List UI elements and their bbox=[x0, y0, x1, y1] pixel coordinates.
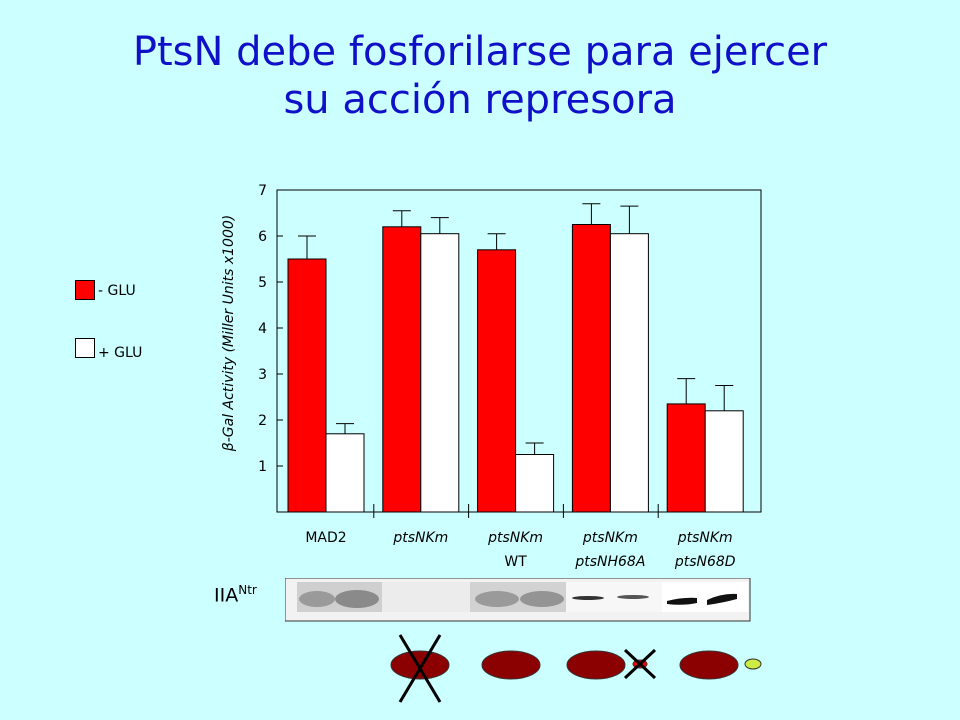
blot-label: IIANtr bbox=[214, 583, 257, 606]
bar-plus-2 bbox=[515, 454, 555, 513]
category-sublabel: ptsN68D bbox=[674, 554, 736, 570]
legend-swatch-plus-glu bbox=[75, 338, 95, 358]
protein-1 bbox=[390, 650, 450, 680]
category-label: MAD2 bbox=[305, 530, 346, 546]
category-label: ptsNKm bbox=[677, 530, 733, 546]
bar-plus-4 bbox=[704, 410, 744, 513]
y-tick-label: 5 bbox=[258, 275, 267, 291]
bar-plus-3 bbox=[609, 233, 649, 513]
blot-label-main: IIA bbox=[214, 584, 239, 607]
category-label: ptsNKm bbox=[487, 530, 543, 546]
cross-out-3b-icon bbox=[623, 648, 657, 680]
y-tick-label: 2 bbox=[258, 413, 267, 429]
phospho-site-4 bbox=[744, 658, 762, 670]
protein-2 bbox=[481, 650, 541, 680]
bar-plus-1 bbox=[420, 233, 460, 513]
protein-diagram bbox=[390, 634, 762, 703]
y-tick-label: 7 bbox=[258, 183, 267, 199]
protein-3 bbox=[566, 650, 626, 680]
y-tick-label: 6 bbox=[258, 229, 267, 245]
y-tick-label: 3 bbox=[258, 367, 267, 383]
title-line-1: PtsN debe fosforilarse para ejercer bbox=[132, 29, 828, 75]
bar-minus-3 bbox=[571, 224, 611, 513]
cross-out-1b-icon bbox=[398, 634, 442, 703]
category-label: ptsNKm bbox=[392, 530, 448, 546]
bar-minus-4 bbox=[666, 403, 706, 513]
y-axis-label: β-Gal Activity (Miller Units x1000) bbox=[221, 215, 237, 452]
blot-label-sup: Ntr bbox=[238, 583, 257, 597]
bar-minus-1 bbox=[382, 226, 422, 513]
legend-label-minus-glu: - GLU bbox=[98, 283, 136, 299]
bar-minus-0 bbox=[287, 258, 327, 513]
category-sublabel: ptsNH68A bbox=[574, 554, 645, 570]
y-tick-label: 4 bbox=[258, 321, 267, 337]
legend-label-plus-glu: + GLU bbox=[98, 345, 143, 361]
category-label: ptsNKm bbox=[582, 530, 638, 546]
legend-swatch-minus-glu bbox=[75, 280, 95, 300]
category-sublabel: WT bbox=[504, 554, 527, 570]
bar-minus-2 bbox=[477, 249, 517, 513]
blot-image bbox=[285, 578, 751, 622]
bar-plus-0 bbox=[325, 433, 365, 513]
title-line-2: su acción represora bbox=[283, 77, 677, 123]
y-tick-label: 1 bbox=[258, 459, 267, 475]
protein-4 bbox=[679, 650, 739, 680]
